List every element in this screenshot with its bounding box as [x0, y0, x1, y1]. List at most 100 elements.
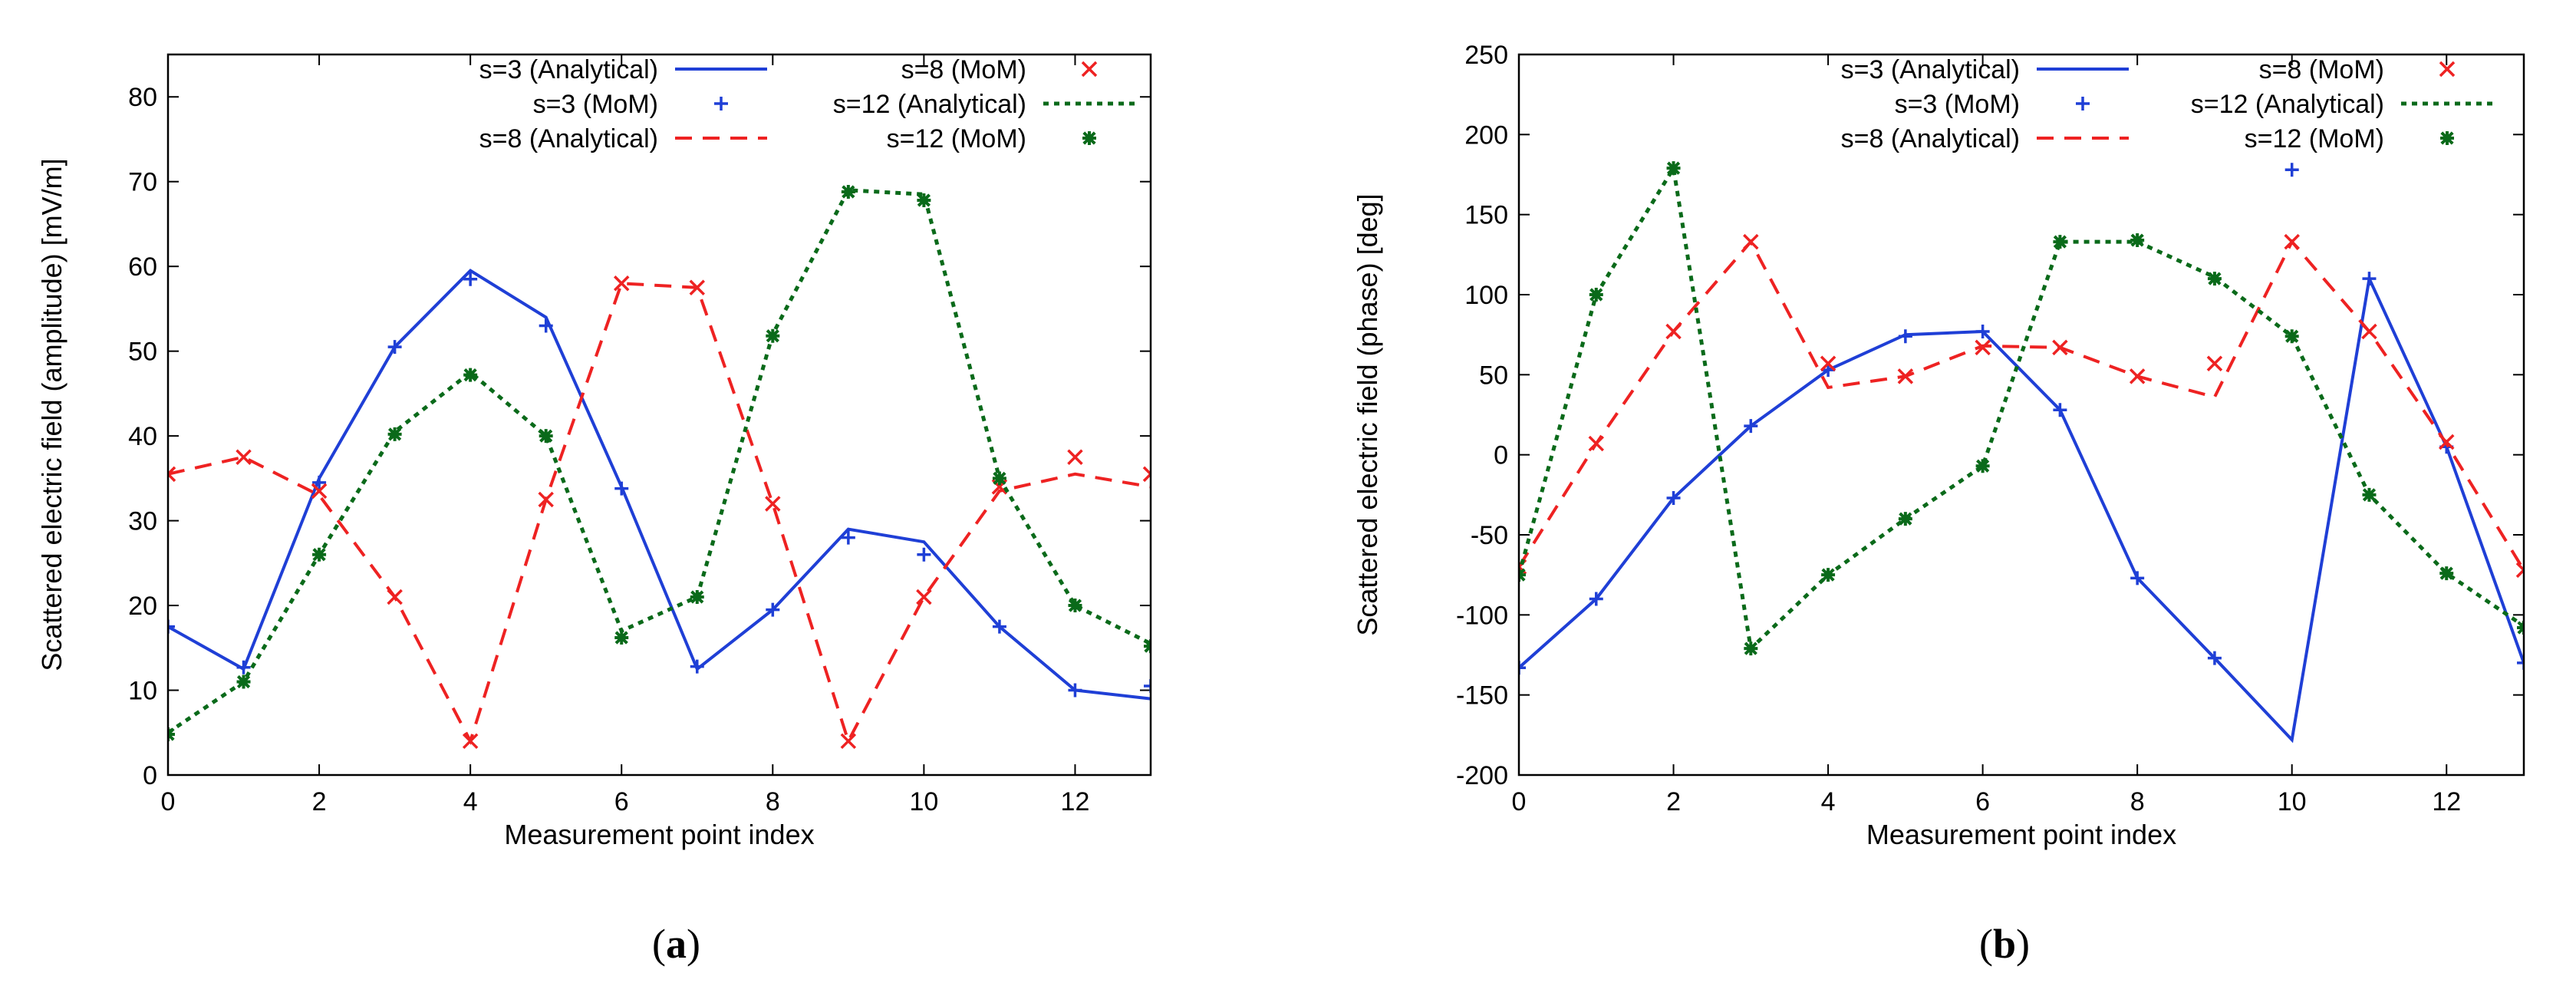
- y-tick-label: 60: [128, 252, 157, 282]
- data-point: [613, 275, 630, 292]
- legend-label: s=8 (MoM): [901, 55, 1026, 84]
- legend-label: s=8 (MoM): [2259, 55, 2384, 84]
- data-point: [917, 193, 931, 208]
- x-tick-label: 4: [463, 787, 478, 816]
- x-tick-label: 6: [1975, 787, 1990, 816]
- panel-label-letter: b: [1993, 921, 2016, 967]
- legend-label: s=12 (Analytical): [2191, 90, 2384, 119]
- y-tick-label: 100: [1464, 281, 1508, 310]
- y-tick-label: 20: [128, 592, 157, 621]
- legend-label: s=3 (MoM): [533, 90, 658, 119]
- data-point: [1588, 435, 1605, 452]
- legend: s=3 (Analytical) s=3 (MoM) s=8 (Analytical…: [1841, 55, 2493, 153]
- series-line: [168, 269, 1151, 701]
- panel-label-open: (: [1979, 921, 1993, 967]
- x-tick-label: 10: [2278, 787, 2307, 816]
- data-point: [312, 547, 327, 562]
- data-point: [539, 429, 553, 444]
- data-point: [311, 483, 328, 500]
- data-point: [2053, 403, 2067, 417]
- x-tick-label: 10: [909, 787, 938, 816]
- data-point: [1821, 568, 1836, 582]
- data-point: [2207, 272, 2222, 286]
- series-s-12-mom: [1519, 161, 2524, 656]
- series-s-3-mom: [168, 272, 1151, 698]
- y-tick-label: 80: [128, 83, 157, 112]
- data-point: [2439, 566, 2454, 581]
- series-line: [1519, 273, 2524, 744]
- data-point: [1067, 449, 1083, 465]
- y-tick-label: 50: [1479, 361, 1508, 390]
- x-tick-label: 8: [2130, 787, 2145, 816]
- data-point: [539, 318, 553, 333]
- x-tick-label: 6: [614, 787, 629, 816]
- y-tick-label: 40: [128, 422, 157, 451]
- data-point: [236, 660, 251, 674]
- data-point: [1068, 599, 1082, 613]
- plot-frame: [1517, 53, 2525, 777]
- data-point: [689, 279, 706, 296]
- legend-label: s=3 (Analytical): [1841, 55, 2020, 84]
- legend-label: s=8 (Analytical): [1841, 124, 2020, 153]
- series-s-3-analytical: [1519, 273, 2524, 744]
- data-point: [1975, 459, 1990, 473]
- series-s-12-analytical: [168, 188, 1151, 734]
- legend-swatch-marker: [714, 97, 728, 110]
- x-tick-label: 2: [312, 787, 327, 816]
- series-line: [168, 282, 1151, 745]
- data-point: [2207, 651, 2222, 665]
- y-tick-label: 50: [128, 338, 157, 367]
- data-point: [690, 659, 704, 674]
- data-point: [766, 328, 780, 343]
- y-axis-label: Scattered electric field (phase) [deg]: [1352, 193, 1383, 635]
- y-tick-label: 0: [143, 761, 157, 790]
- data-point: [1975, 324, 1990, 338]
- legend-swatch-marker: [1082, 131, 1096, 145]
- data-point: [463, 368, 478, 382]
- data-point: [840, 733, 857, 750]
- legend-swatch-marker: [2076, 97, 2090, 110]
- data-point: [841, 530, 855, 545]
- y-tick-label: 0: [1494, 441, 1508, 470]
- panel-label-letter: a: [666, 921, 687, 967]
- data-point: [1744, 419, 1758, 434]
- data-point: [2284, 233, 2300, 250]
- y-axis-label: Scattered electric field (amplitude) [mV…: [36, 158, 68, 671]
- legend-label: s=3 (Analytical): [479, 55, 658, 84]
- legend-swatch-marker: [2439, 61, 2456, 78]
- data-point: [2362, 272, 2377, 286]
- plot-area: [1519, 161, 2524, 744]
- data-point: [168, 619, 175, 634]
- x-tick-label: 2: [1666, 787, 1681, 816]
- data-point: [992, 619, 1006, 634]
- data-point: [2284, 329, 2299, 344]
- data-point: [1897, 368, 1914, 384]
- y-tick-label: 200: [1464, 120, 1508, 150]
- data-point: [614, 631, 629, 645]
- data-point: [463, 272, 478, 286]
- data-point: [168, 466, 176, 483]
- data-point: [765, 496, 781, 512]
- x-tick-label: 4: [1821, 787, 1836, 816]
- legend-label: s=12 (MoM): [887, 124, 1026, 153]
- series-s-12-mom: [168, 184, 1151, 741]
- data-point: [2515, 562, 2524, 579]
- series-s-8-mom: [168, 275, 1151, 750]
- data-point: [2130, 233, 2145, 248]
- data-point: [1744, 641, 1758, 656]
- plot-frame: [166, 53, 1152, 777]
- data-point: [2284, 163, 2299, 177]
- data-point: [2438, 434, 2455, 450]
- y-tick-label: -50: [1471, 521, 1508, 550]
- data-point: [1975, 339, 1991, 356]
- series-s-3-mom: [1519, 163, 2524, 675]
- y-tick-label: 10: [128, 677, 157, 706]
- series-s-8-analytical: [168, 282, 1151, 745]
- data-point: [1142, 466, 1151, 483]
- panel-label-a: (a): [652, 921, 700, 967]
- y-tick-label: 250: [1464, 41, 1508, 70]
- data-point: [2052, 339, 2068, 356]
- y-tick-label: 70: [128, 168, 157, 197]
- legend-swatch-marker: [2440, 131, 2454, 145]
